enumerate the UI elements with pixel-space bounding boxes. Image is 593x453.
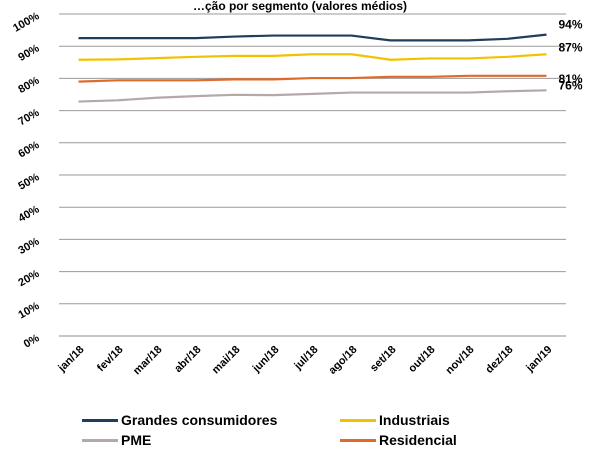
legend-item-industriais: Industriais: [340, 410, 450, 430]
y-tick-label: 100%: [11, 10, 42, 35]
y-tick-label: 30%: [16, 236, 41, 258]
x-tick-label: fev/18: [95, 344, 126, 375]
x-tick-label: nov/18: [443, 344, 476, 377]
legend-swatch: [82, 438, 118, 442]
legend-swatch: [82, 418, 118, 422]
y-tick-label: 20%: [16, 268, 41, 290]
y-tick-label: 40%: [16, 203, 41, 225]
series-line-pme: [78, 89, 547, 103]
x-tick-label: jul/18: [292, 344, 321, 373]
y-axis-ticks: 0% 10% 20% 30% 40% 50% 60% 70% 80% 90% 100%: [11, 10, 42, 350]
y-tick-label: 60%: [16, 139, 41, 161]
y-tick-label: 50%: [16, 171, 41, 193]
legend-item-grandes-consumidores: Grandes consumidores: [82, 410, 277, 430]
series-line-industriais: [78, 53, 547, 61]
legend-item-pme: PME: [82, 430, 151, 450]
end-label: 81%: [559, 72, 583, 86]
y-tick-label: 10%: [16, 300, 41, 322]
legend-swatch: [340, 438, 376, 442]
x-tick-label: set/18: [368, 344, 399, 375]
legend-label: Industriais: [379, 412, 450, 428]
legend-swatch: [340, 418, 376, 422]
end-label: 87%: [559, 40, 583, 54]
x-tick-label: dez/18: [483, 344, 515, 376]
gridlines: [59, 13, 566, 337]
x-tick-label: mai/18: [210, 344, 243, 377]
x-tick-label: mar/18: [131, 344, 165, 378]
x-tick-label: jan/18: [55, 344, 86, 375]
chart-title: …ção por segmento (valores médios): [193, 0, 407, 13]
legend-item-residencial: Residencial: [340, 430, 457, 450]
x-tick-label: jun/18: [250, 344, 282, 376]
end-label: 76%: [559, 78, 583, 92]
y-tick-label: 0%: [22, 332, 42, 350]
y-tick-label: 90%: [16, 42, 41, 64]
end-labels: 94% 87% 76%81%: [559, 18, 583, 93]
series-lines: [78, 33, 547, 103]
x-tick-label: ago/18: [326, 344, 359, 377]
x-tick-label: out/18: [406, 344, 437, 375]
y-tick-label: 80%: [16, 75, 41, 97]
legend: Grandes consumidores Industriais PME Res…: [82, 410, 582, 450]
x-axis-ticks: jan/18 fev/18 mar/18 abr/18 mai/18 jun/18 jul/…: [55, 344, 554, 378]
series-line-grandes-consumidores: [78, 33, 547, 42]
legend-label: PME: [121, 432, 152, 448]
x-tick-label: jan/19: [523, 344, 554, 375]
end-label: 94%: [559, 18, 583, 32]
legend-label: Grandes consumidores: [121, 412, 278, 428]
legend-label: Residencial: [379, 432, 457, 448]
x-tick-label: abr/18: [172, 344, 203, 375]
y-tick-label: 70%: [16, 107, 41, 129]
series-line-residencial: [78, 74, 547, 83]
